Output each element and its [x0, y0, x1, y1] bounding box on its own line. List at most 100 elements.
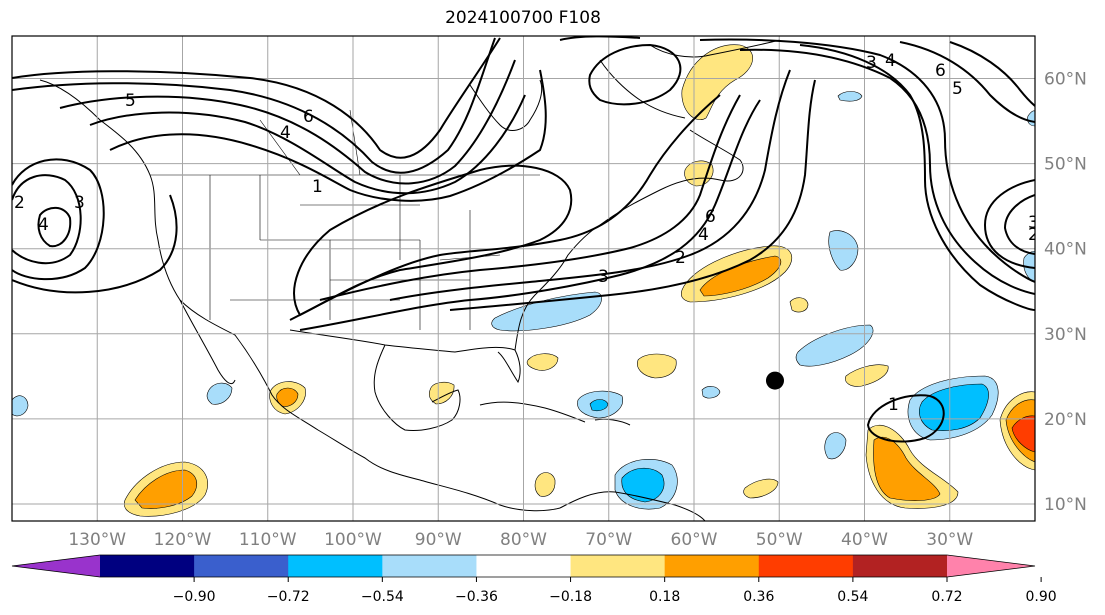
contour-line: [12, 174, 82, 265]
negative-anomaly-area: [795, 324, 874, 367]
contour-labels: 5 4 6 1 2 3 4 2 3 6 4 2 3 3 4 6 5 1: [14, 51, 1039, 415]
latitude-label: 60°N: [1044, 70, 1087, 90]
contour-label: 2: [14, 193, 25, 213]
contour-line: [559, 36, 641, 41]
negative-anomaly-area: [589, 399, 609, 412]
us-east-coast: [514, 224, 601, 351]
colorbar-tick-label: 0.54: [837, 589, 868, 605]
contour-line: [739, 48, 1035, 295]
labrador-coast: [599, 59, 686, 119]
colorbar-tick-label: −0.72: [267, 589, 310, 605]
contour-line: [319, 94, 741, 301]
contour-label: 4: [885, 51, 896, 71]
negative-anomaly-area: [701, 386, 721, 399]
positive-anomaly-area: [1011, 415, 1035, 453]
contour-label: 6: [705, 207, 716, 227]
contour-line: [37, 206, 72, 248]
storm-center-marker: [765, 371, 784, 390]
contour-line: [588, 43, 682, 106]
latitude-label: 10°N: [1044, 495, 1087, 515]
coastlines: [39, 39, 781, 521]
longitude-label: 40°W: [841, 530, 888, 550]
cuba: [479, 401, 586, 423]
negative-anomaly-area: [12, 395, 29, 417]
contour-line: [983, 179, 1035, 269]
contour-line: [12, 37, 496, 174]
contour-label: 3: [866, 53, 877, 73]
longitude-labels: 130°W 120°W 110°W 100°W 90°W 80°W 70°W 60°W 50°W…: [68, 530, 973, 550]
colorbar-tick-label: 0.90: [1026, 589, 1057, 605]
latitude-label: 50°N: [1044, 155, 1087, 175]
positive-anomaly-area: [743, 478, 779, 499]
contour-line: [12, 158, 105, 281]
contour-line: [699, 38, 1035, 283]
colorbar-segment: [194, 555, 289, 577]
contour-label: 2: [1028, 225, 1039, 245]
contour-label: 6: [935, 61, 946, 81]
positive-anomaly-area: [526, 353, 559, 371]
positive-anomaly-area: [684, 160, 714, 187]
contour-label: 3: [74, 193, 85, 213]
positive-anomaly-area: [873, 436, 941, 501]
hispaniola: [594, 418, 631, 426]
longitude-label: 110°W: [239, 530, 297, 550]
latitude-label: 30°N: [1044, 325, 1087, 345]
positive-anomaly-area: [276, 387, 299, 407]
contour-label: 6: [303, 107, 314, 127]
colorbar-segment: [852, 555, 948, 577]
colorbar-segment: [288, 555, 383, 577]
colorbar-tick-label: 0.18: [649, 589, 680, 605]
contour-line: [299, 99, 761, 331]
contour-line: [12, 37, 501, 159]
colorbar-tick-label: −0.36: [455, 589, 498, 605]
colorbar-tick-label: 0.36: [743, 589, 774, 605]
longitude-label: 130°W: [68, 530, 126, 550]
positive-anomaly-area: [637, 353, 677, 379]
longitude-label: 100°W: [324, 530, 382, 550]
contour-line: [59, 59, 516, 185]
contour-label: 3: [1028, 213, 1039, 233]
longitude-label: 70°W: [585, 530, 632, 550]
colorbar-segment: [570, 555, 666, 577]
negative-anomaly-area: [206, 382, 233, 405]
contour-line: [389, 69, 791, 301]
longitude-label: 120°W: [154, 530, 212, 550]
gulf-coast: [289, 329, 521, 384]
gridlines: [12, 36, 1035, 521]
colorbar-segment: [664, 555, 760, 577]
colorbar-tick-label: −0.18: [549, 589, 592, 605]
map-area: 5 4 6 1 2 3 4 2 3 6 4 2 3 3 4 6 5 1: [12, 36, 1039, 521]
colorbar-segment: [758, 555, 854, 577]
contour-label: 2: [675, 248, 686, 268]
positive-anomaly-area: [681, 44, 753, 120]
colorbar-segment: [382, 555, 477, 577]
shaded-anomalies: [12, 44, 1035, 517]
political-borders: [150, 109, 540, 330]
map-frame: [11, 35, 1036, 522]
mexico-gulf-coast: [373, 344, 461, 431]
colorbar: [11, 554, 1036, 578]
colorbar-tick-label: −0.90: [173, 589, 216, 605]
positive-anomaly-area: [134, 469, 198, 509]
colorbar-segment: [100, 555, 195, 577]
colorbar-extend-high: [947, 555, 1035, 577]
colorbar-ticks: −0.90 −0.72 −0.54 −0.36 −0.18 0.18 0.36 0.54 0.7…: [173, 577, 1057, 605]
contour-line: [949, 41, 1035, 107]
colorbar-tick-label: −0.54: [361, 589, 404, 605]
contour-line: [89, 94, 526, 195]
longitude-label: 50°W: [756, 530, 803, 550]
longitude-label: 30°W: [926, 530, 973, 550]
contour-label: 4: [38, 215, 49, 235]
positive-anomaly-area: [845, 364, 889, 387]
contour-line: [899, 41, 1035, 123]
colorbar-extend-low: [12, 555, 100, 577]
map-title: 2024100700 F108: [445, 8, 601, 28]
contour-lines: [12, 36, 1035, 443]
negative-anomaly-area: [824, 432, 847, 460]
negative-anomaly-area: [491, 291, 602, 332]
contour-line: [1003, 194, 1035, 255]
colorbar-tick-label: 0.72: [931, 589, 962, 605]
longitude-label: 60°W: [671, 530, 718, 550]
contour-line: [12, 194, 178, 294]
